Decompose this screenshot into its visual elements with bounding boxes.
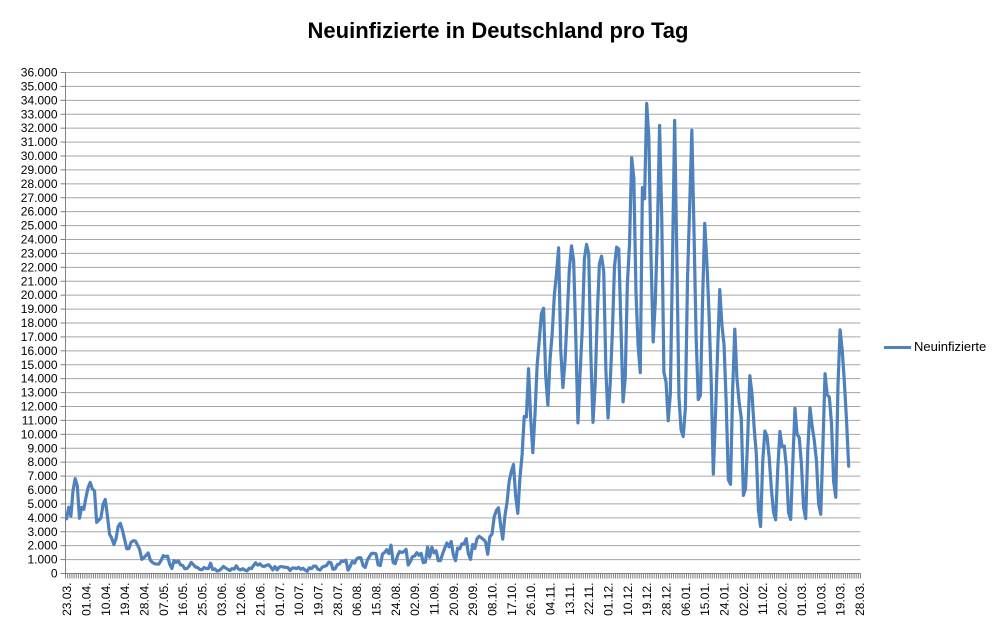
y-axis-label: 24.000 <box>21 233 58 247</box>
x-axis-label: 10.04. <box>99 583 113 616</box>
y-axis-label: 2.000 <box>27 539 57 553</box>
x-axis-label: 10.12. <box>621 583 635 616</box>
y-axis-label: 30.000 <box>21 149 58 163</box>
x-axis-label: 12.06. <box>234 583 248 616</box>
y-axis-label: 13.000 <box>21 386 58 400</box>
x-axis-label: 25.05. <box>195 583 209 616</box>
x-axis-label: 19.12. <box>640 583 654 616</box>
x-axis-label: 19.04. <box>118 583 132 616</box>
y-axis-label: 1.000 <box>27 553 57 567</box>
y-axis-label: 31.000 <box>21 135 58 149</box>
x-axis-label: 01.03. <box>795 583 809 616</box>
x-axis-label: 06.08. <box>350 583 364 616</box>
y-axis-label: 23.000 <box>21 246 58 260</box>
x-axis-label: 24.08. <box>389 583 403 616</box>
y-axis-label: 32.000 <box>21 121 58 135</box>
y-axis-label: 19.000 <box>21 302 58 316</box>
x-axis-label: 11.02. <box>756 583 770 615</box>
x-axis-minor-ticks <box>65 573 861 579</box>
y-axis-label: 25.000 <box>21 219 58 233</box>
x-axis-label: 13.11. <box>563 583 577 615</box>
x-axis-label: 28.04. <box>137 583 151 616</box>
x-axis-label: 28.07. <box>331 583 345 616</box>
x-axis-label: 04.11. <box>544 583 558 615</box>
y-axis-label: 15.000 <box>21 358 58 372</box>
x-axis-label: 20.09. <box>447 583 461 616</box>
x-axis-label: 19.07. <box>311 583 325 616</box>
legend-label: Neuinfizierte <box>914 339 987 354</box>
x-axis-label: 17.10. <box>505 583 519 616</box>
x-axis-label: 01.12. <box>602 583 616 616</box>
y-axis-label: 34.000 <box>21 93 58 107</box>
y-axis-label: 27.000 <box>21 191 58 205</box>
series-line-neuinfizierte <box>64 101 851 573</box>
y-axis-label: 35.000 <box>21 79 58 93</box>
x-axis-label: 28.03. <box>853 583 867 616</box>
y-axis-label: 5.000 <box>27 497 57 511</box>
y-axis-label: 16.000 <box>21 344 58 358</box>
y-axis-label: 9.000 <box>27 441 57 455</box>
y-axis-label: 14.000 <box>21 372 58 386</box>
y-axis-label: 26.000 <box>21 205 58 219</box>
y-axis-label: 33.000 <box>21 107 58 121</box>
x-axis-label: 24.01. <box>718 583 732 616</box>
x-axis-label: 21.06. <box>253 583 267 616</box>
x-axis-label: 15.08. <box>369 583 383 616</box>
x-axis-label: 15.01. <box>698 583 712 616</box>
x-axis-label: 28.12. <box>660 583 674 616</box>
y-axis-label: 8.000 <box>27 455 57 469</box>
chart-title: Neuinfizierte in Deutschland pro Tag <box>307 18 689 43</box>
legend: Neuinfizierte <box>884 340 986 354</box>
x-axis-label: 07.05. <box>157 583 171 616</box>
y-axis-label: 20.000 <box>21 288 58 302</box>
x-axis-label: 01.07. <box>273 583 287 616</box>
y-axis-label: 6.000 <box>27 483 57 497</box>
x-axis-label: 11.09. <box>427 583 441 615</box>
x-axis-label: 26.10. <box>524 583 538 616</box>
legend-line-sample <box>884 345 911 349</box>
x-axis-label: 02.09. <box>408 583 422 616</box>
y-axis-label: 4.000 <box>27 511 57 525</box>
y-axis-label: 22.000 <box>21 260 58 274</box>
x-axis-label: 01.04. <box>79 583 93 616</box>
x-axis-label: 20.02. <box>776 583 790 616</box>
x-axis-label: 22.11. <box>582 583 596 615</box>
x-axis-label: 29.09. <box>466 583 480 616</box>
y-axis-label: 21.000 <box>21 274 58 288</box>
y-axis-label: 12.000 <box>21 400 58 414</box>
x-axis-label: 06.01. <box>679 583 693 616</box>
y-axis-label: 28.000 <box>21 177 58 191</box>
x-axis-label: 16.05. <box>176 583 190 616</box>
y-axis-label: 18.000 <box>21 316 58 330</box>
y-axis-label: 7.000 <box>27 469 57 483</box>
y-axis-label: 17.000 <box>21 330 58 344</box>
y-axis-label: 36.000 <box>21 66 58 80</box>
x-axis-label: 02.02. <box>737 583 751 616</box>
x-axis-label: 10.07. <box>292 583 306 616</box>
y-axis-label: 29.000 <box>21 163 58 177</box>
y-axis-label: 10.000 <box>21 427 58 441</box>
x-axis-label: 10.03. <box>814 583 828 616</box>
x-axis-label: 23.03. <box>60 583 74 616</box>
y-axis-label: 3.000 <box>27 525 57 539</box>
y-axis-label: 0 <box>51 567 58 581</box>
x-axis-label: 03.06. <box>215 583 229 616</box>
y-axis-label: 11.000 <box>22 413 58 427</box>
x-axis-label: 08.10. <box>486 583 500 616</box>
x-axis-label: 19.03. <box>834 583 848 616</box>
